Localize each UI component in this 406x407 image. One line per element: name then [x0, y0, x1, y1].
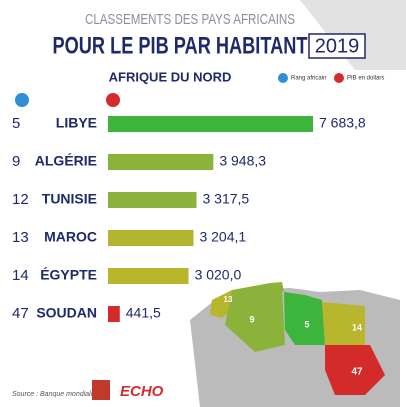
gdp-legend-icon — [334, 73, 344, 83]
country-label: TUNISIE — [42, 191, 97, 207]
rank: 12 — [12, 191, 29, 208]
value-label: 441,5 — [126, 305, 161, 321]
map-label: 9 — [249, 314, 254, 324]
map-label: 14 — [352, 322, 362, 332]
region: AFRIQUE DU NORD — [109, 69, 232, 84]
map-label: 5 — [304, 319, 309, 329]
bar — [108, 268, 189, 284]
country-label: MAROC — [44, 229, 97, 245]
subtitle: POUR LE PIB PAR HABITANT — [53, 32, 308, 59]
value-label: 3 204,1 — [199, 229, 246, 245]
country-label: LIBYE — [56, 115, 97, 131]
country-label: ALGÉRIE — [35, 153, 97, 169]
publisher-logo — [92, 380, 110, 400]
map-label: 13 — [224, 295, 233, 304]
bar — [108, 230, 194, 246]
country-label: ÉGYPTE — [40, 267, 97, 283]
map-tunisia — [270, 282, 284, 292]
gdp-icon — [106, 93, 120, 107]
value-label: 7 683,8 — [319, 115, 366, 131]
rank-icon — [15, 93, 29, 107]
map-algeria — [225, 283, 285, 352]
map: 13 9 5 14 47 — [190, 282, 400, 407]
map-libya — [284, 292, 325, 345]
value-label: 3 948,3 — [219, 153, 266, 169]
map-egypt — [322, 302, 365, 345]
bar — [108, 192, 197, 208]
rank: 13 — [12, 229, 29, 246]
year: 2019 — [315, 35, 360, 57]
bar — [108, 116, 313, 132]
source: Source : Banque mondiale — [12, 391, 95, 398]
rank: 9 — [12, 153, 20, 170]
rank: 47 — [12, 305, 29, 322]
map-label: 47 — [351, 367, 363, 378]
title: CLASSEMENTS DES PAYS AFRICAINS — [85, 11, 295, 28]
country-label: SOUDAN — [36, 305, 97, 321]
value-label: 3 317,5 — [203, 191, 250, 207]
map-sudan — [325, 345, 385, 395]
rank: 5 — [12, 115, 20, 132]
bar — [108, 306, 120, 322]
logo: ECHO — [120, 383, 164, 400]
year-box — [308, 33, 366, 59]
gdp-legend: PIB en dollars — [347, 76, 384, 82]
rank: 14 — [12, 267, 29, 284]
bar — [108, 154, 214, 170]
rank-legend-icon — [278, 73, 288, 83]
rank-legend: Rang africain — [291, 76, 326, 82]
value-label: 3 020,0 — [195, 267, 242, 283]
